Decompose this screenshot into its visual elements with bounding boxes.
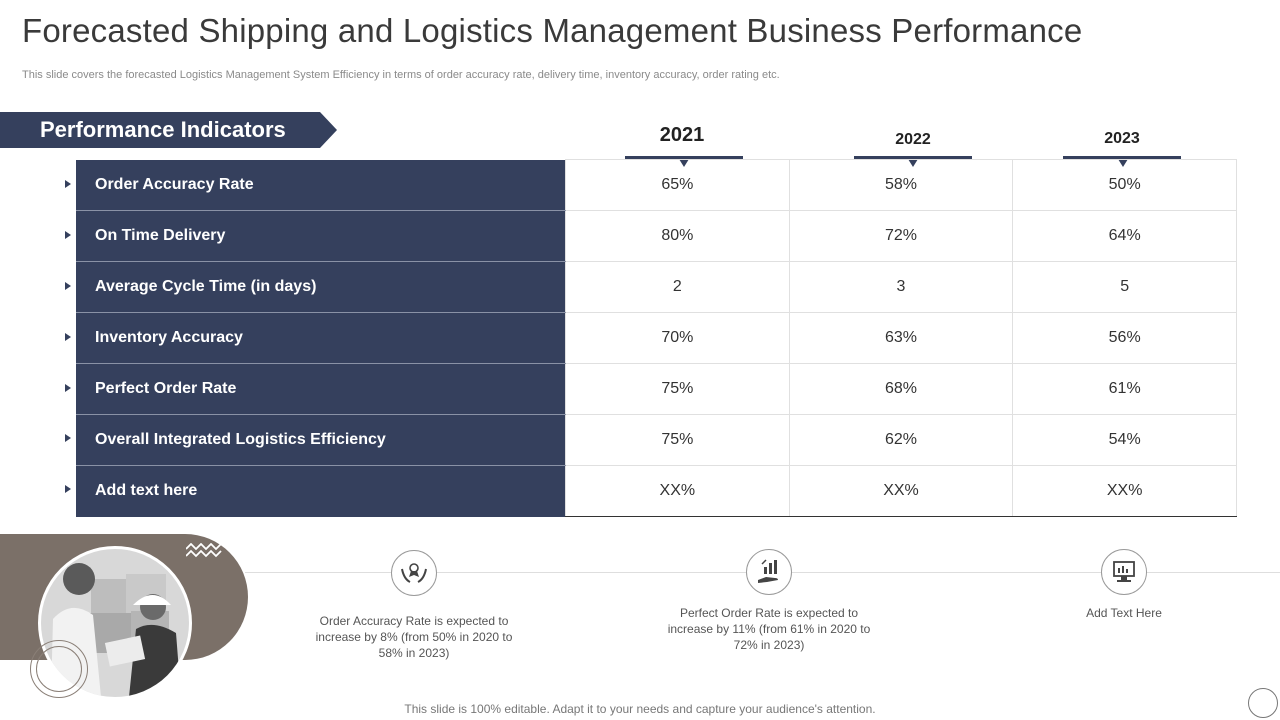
feature-text: Order Accuracy Rate is expected to incre… xyxy=(315,614,513,660)
performance-indicators-banner xyxy=(0,112,337,148)
value-2023: 54% xyxy=(1012,414,1237,466)
table-row: Perfect Order Rate 75% 68% 61% xyxy=(76,363,1237,415)
value-2023: XX% xyxy=(1012,465,1237,517)
value-2022: XX% xyxy=(788,465,1014,517)
value-2022: 63% xyxy=(788,312,1014,364)
value-2022: 62% xyxy=(788,414,1014,466)
indicator-label: Average Cycle Time (in days) xyxy=(76,261,566,313)
row-bullet-icon xyxy=(65,231,71,239)
value-2021: 80% xyxy=(565,210,790,262)
row-bullet-icon xyxy=(65,333,71,341)
row-bullet-icon xyxy=(65,485,71,493)
indicator-label: Add text here xyxy=(76,465,566,517)
value-2022: 3 xyxy=(788,261,1014,313)
value-2021: 65% xyxy=(565,159,790,211)
indicator-label: Perfect Order Rate xyxy=(76,363,566,415)
value-2021: XX% xyxy=(565,465,790,517)
computer-chart-icon xyxy=(1113,561,1135,582)
indicator-label: Order Accuracy Rate xyxy=(76,159,566,211)
row-bullet-icon xyxy=(65,434,71,442)
value-2022: 72% xyxy=(788,210,1014,262)
value-2022: 68% xyxy=(788,363,1014,415)
table-row: On Time Delivery 80% 72% 64% xyxy=(76,210,1237,262)
year-bar-2023 xyxy=(1063,156,1181,159)
feature-text: Perfect Order Rate is expected to increa… xyxy=(667,606,871,652)
indicator-label: On Time Delivery xyxy=(76,210,566,262)
growth-hand-icon xyxy=(758,559,778,583)
table-row: Overall Integrated Logistics Efficiency … xyxy=(76,414,1237,466)
year-header-2022: 2022 xyxy=(895,131,931,148)
value-2022: 58% xyxy=(788,159,1014,211)
value-2023: 56% xyxy=(1012,312,1237,364)
value-2021: 75% xyxy=(565,414,790,466)
performance-indicators-heading: Performance Indicators xyxy=(40,117,286,142)
performance-table: Order Accuracy Rate 65% 58% 50% On Time … xyxy=(76,159,1237,517)
row-bullet-icon xyxy=(65,384,71,392)
table-row: Inventory Accuracy 70% 63% 56% xyxy=(76,312,1237,364)
decorative-ring xyxy=(36,646,82,692)
page-title: Forecasted Shipping and Logistics Manage… xyxy=(22,12,1083,49)
decorative-corner-ring xyxy=(1248,688,1278,718)
table-row: Average Cycle Time (in days) 2 3 5 xyxy=(76,261,1237,313)
year-header-2021: 2021 xyxy=(659,124,705,146)
value-2023: 5 xyxy=(1012,261,1237,313)
value-2021: 2 xyxy=(565,261,790,313)
value-2023: 61% xyxy=(1012,363,1237,415)
indicator-label: Inventory Accuracy xyxy=(76,312,566,364)
feature-icon-circle xyxy=(746,549,792,595)
year-header-2023: 2023 xyxy=(1104,130,1140,147)
value-2023: 50% xyxy=(1012,159,1237,211)
decorative-ring xyxy=(30,640,88,698)
value-2023: 64% xyxy=(1012,210,1237,262)
value-2021: 70% xyxy=(565,312,790,364)
table-row: Order Accuracy Rate 65% 58% 50% xyxy=(76,159,1237,211)
value-2021: 75% xyxy=(565,363,790,415)
page-subtitle: This slide covers the forecasted Logisti… xyxy=(22,69,780,81)
zigzag-icon xyxy=(186,543,222,558)
year-bar-2022 xyxy=(854,156,972,159)
feature-icon-circle xyxy=(391,550,437,596)
feature-icon-circle xyxy=(1101,549,1147,595)
table-row: Add text here XX% XX% XX% xyxy=(76,465,1237,517)
row-bullet-icon xyxy=(65,180,71,188)
indicator-label: Overall Integrated Logistics Efficiency xyxy=(76,414,566,466)
hands-award-icon xyxy=(401,563,427,583)
footer-note: This slide is 100% editable. Adapt it to… xyxy=(404,702,876,716)
row-bullet-icon xyxy=(65,282,71,290)
year-bar-2021 xyxy=(625,156,743,159)
feature-text: Add Text Here xyxy=(1086,606,1162,620)
